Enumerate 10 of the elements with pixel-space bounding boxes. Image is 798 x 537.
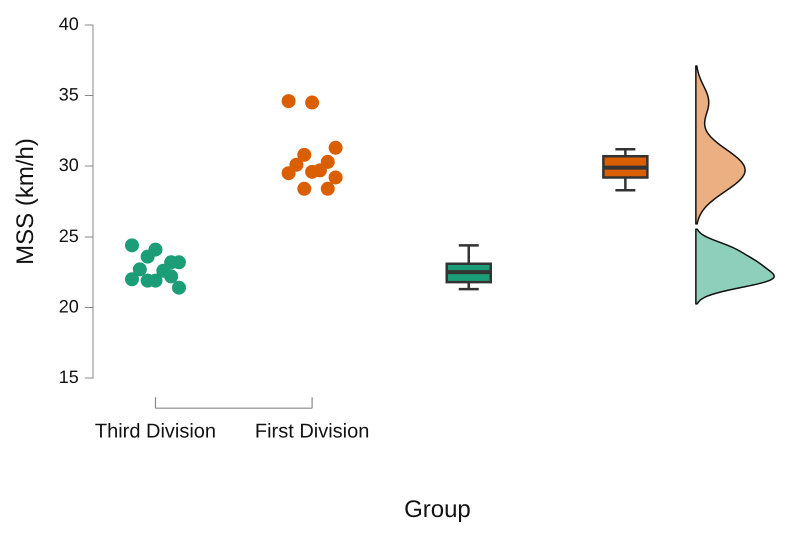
y-tick-label: 25 <box>58 226 79 246</box>
x-tick-label: Third Division <box>94 420 216 443</box>
y-tick-label: 20 <box>58 296 79 316</box>
y-tick-label: 30 <box>58 155 79 176</box>
y-tick-label: 40 <box>58 14 79 34</box>
y-tick-label: 15 <box>58 367 79 388</box>
x-tick-label: First Division <box>254 420 370 443</box>
y-tick-label: 35 <box>58 84 79 104</box>
x-axis-title: Group <box>404 496 471 524</box>
y-axis-title: MSS (km/h) <box>12 138 40 265</box>
